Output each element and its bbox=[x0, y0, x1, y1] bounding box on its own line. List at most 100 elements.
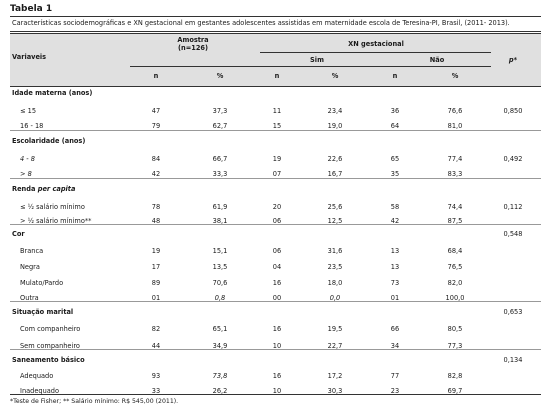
subheader-rule bbox=[130, 66, 491, 67]
cell-nao-n: 42 bbox=[390, 217, 400, 225]
cell-sim-pct: 25,6 bbox=[327, 203, 343, 211]
cell-amostra-n: 42 bbox=[151, 170, 161, 178]
row-label: > ½ salário mínimo** bbox=[20, 217, 92, 225]
cell-nao-pct: 82,0 bbox=[447, 279, 463, 287]
group-heading: Escolaridade (anos) bbox=[12, 137, 86, 145]
row-label: Com companheiro bbox=[20, 325, 81, 333]
cell-nao-pct: 74,4 bbox=[447, 203, 463, 211]
row-label: Sem companheiro bbox=[20, 342, 80, 350]
cell-amostra-pct: 66,7 bbox=[212, 155, 228, 163]
cell-sim-pct: 16,7 bbox=[327, 170, 343, 178]
cell-nao-pct: 82,8 bbox=[447, 372, 463, 380]
cell-nao-pct: 100,0 bbox=[445, 294, 465, 302]
group-heading: Situação marital bbox=[12, 308, 74, 316]
cell-nao-pct: 76,5 bbox=[447, 263, 463, 271]
header-p-value: p* bbox=[508, 56, 518, 64]
cell-nao-pct: 76,6 bbox=[447, 107, 463, 115]
cell-nao-pct: 80,5 bbox=[447, 325, 463, 333]
cell-sim-n: 15 bbox=[272, 122, 282, 130]
cell-amostra-n: 44 bbox=[151, 342, 161, 350]
cell-amostra-pct: 65,1 bbox=[212, 325, 228, 333]
cell-amostra-n: 33 bbox=[151, 387, 161, 395]
cell-amostra-pct: 0,8 bbox=[214, 294, 226, 302]
cell-amostra-n: 78 bbox=[151, 203, 161, 211]
cell-sim-n: 16 bbox=[272, 279, 282, 287]
header-nao: Não bbox=[429, 56, 445, 64]
cell-amostra-pct: 33,3 bbox=[212, 170, 228, 178]
cell-sim-n: 10 bbox=[272, 387, 282, 395]
table-footnote: *Teste de Fisher; ** Salário mínimo: R$ … bbox=[10, 398, 179, 405]
cell-nao-n: 64 bbox=[390, 122, 400, 130]
header-amostra-n: (n=126) bbox=[177, 44, 209, 52]
cell-sim-n: 10 bbox=[272, 342, 282, 350]
cell-sim-n: 04 bbox=[272, 263, 282, 271]
cell-amostra-n: 01 bbox=[151, 294, 161, 302]
header-variaveis: Variaveis bbox=[12, 53, 47, 61]
cell-sim-pct: 18,0 bbox=[327, 279, 343, 287]
cell-amostra-n: 19 bbox=[151, 247, 161, 255]
row-label: Adequado bbox=[20, 372, 54, 380]
cell-sim-pct: 22,7 bbox=[327, 342, 343, 350]
cell-sim-n: 11 bbox=[272, 107, 282, 115]
cell-sim-pct: 17,2 bbox=[327, 372, 343, 380]
cell-sim-n: 16 bbox=[272, 372, 282, 380]
row-label: Branca bbox=[20, 247, 44, 255]
cell-p-value: 0,112 bbox=[503, 203, 523, 211]
row-label: > 8 bbox=[20, 170, 32, 178]
row-label: ≤ ½ salário mínimo bbox=[20, 203, 85, 211]
cell-sim-pct: 23,4 bbox=[327, 107, 343, 115]
cell-nao-pct: 77,4 bbox=[447, 155, 463, 163]
cell-p-value: 0,850 bbox=[503, 107, 523, 115]
cell-nao-n: 34 bbox=[390, 342, 400, 350]
header-nao-n-col: n bbox=[392, 72, 398, 80]
cell-amostra-n: 93 bbox=[151, 372, 161, 380]
cell-nao-n: 73 bbox=[390, 279, 400, 287]
group-heading: Idade materna (anos) bbox=[12, 89, 93, 97]
cell-nao-pct: 69,7 bbox=[447, 387, 463, 395]
cell-nao-pct: 77,3 bbox=[447, 342, 463, 350]
group-separator bbox=[10, 224, 541, 225]
cell-amostra-pct: 26,2 bbox=[212, 387, 228, 395]
cell-sim-pct: 30,3 bbox=[327, 387, 343, 395]
group-p-value: 0,653 bbox=[503, 308, 523, 316]
cell-sim-n: 19 bbox=[272, 155, 282, 163]
row-label: 16 - 18 bbox=[20, 122, 44, 130]
cell-sim-n: 06 bbox=[272, 247, 282, 255]
cell-nao-n: 36 bbox=[390, 107, 400, 115]
cell-amostra-pct: 15,1 bbox=[212, 247, 228, 255]
cell-sim-pct: 19,5 bbox=[327, 325, 343, 333]
cell-nao-n: 13 bbox=[390, 263, 400, 271]
group-separator bbox=[10, 349, 541, 350]
cell-amostra-pct: 38,1 bbox=[212, 217, 228, 225]
row-label: Negra bbox=[20, 263, 40, 271]
row-label: Mulato/Pardo bbox=[20, 279, 64, 287]
group-separator bbox=[10, 178, 541, 179]
cell-nao-pct: 87,5 bbox=[447, 217, 463, 225]
cell-amostra-n: 17 bbox=[151, 263, 161, 271]
cell-nao-n: 77 bbox=[390, 372, 400, 380]
group-heading: Renda per capita bbox=[12, 185, 76, 193]
cell-nao-n: 65 bbox=[390, 155, 400, 163]
cell-nao-pct: 68,4 bbox=[447, 247, 463, 255]
cell-p-value: 0,492 bbox=[503, 155, 523, 163]
cell-sim-pct: 0,0 bbox=[329, 294, 341, 302]
cell-sim-n: 00 bbox=[272, 294, 282, 302]
header-bottom-rule bbox=[10, 86, 541, 87]
cell-amostra-pct: 70,6 bbox=[212, 279, 228, 287]
xn-sub-rule bbox=[260, 52, 491, 53]
cell-sim-pct: 23,5 bbox=[327, 263, 343, 271]
cell-sim-n: 06 bbox=[272, 217, 282, 225]
cell-sim-pct: 19,0 bbox=[327, 122, 343, 130]
group-separator bbox=[10, 130, 541, 131]
header-nao-pct-col: % bbox=[451, 72, 459, 80]
cell-nao-n: 23 bbox=[390, 387, 400, 395]
row-label: Inadequado bbox=[20, 387, 60, 395]
row-label: 4 - 8 bbox=[20, 155, 35, 163]
table-caption: Características sociodemográficas e XN g… bbox=[12, 19, 510, 27]
cell-amostra-n: 48 bbox=[151, 217, 161, 225]
header-amostra: Amostra bbox=[177, 36, 209, 44]
cell-amostra-n: 47 bbox=[151, 107, 161, 115]
header-amostra-n-col: n bbox=[153, 72, 159, 80]
cell-nao-n: 35 bbox=[390, 170, 400, 178]
table-header-background bbox=[10, 33, 541, 86]
